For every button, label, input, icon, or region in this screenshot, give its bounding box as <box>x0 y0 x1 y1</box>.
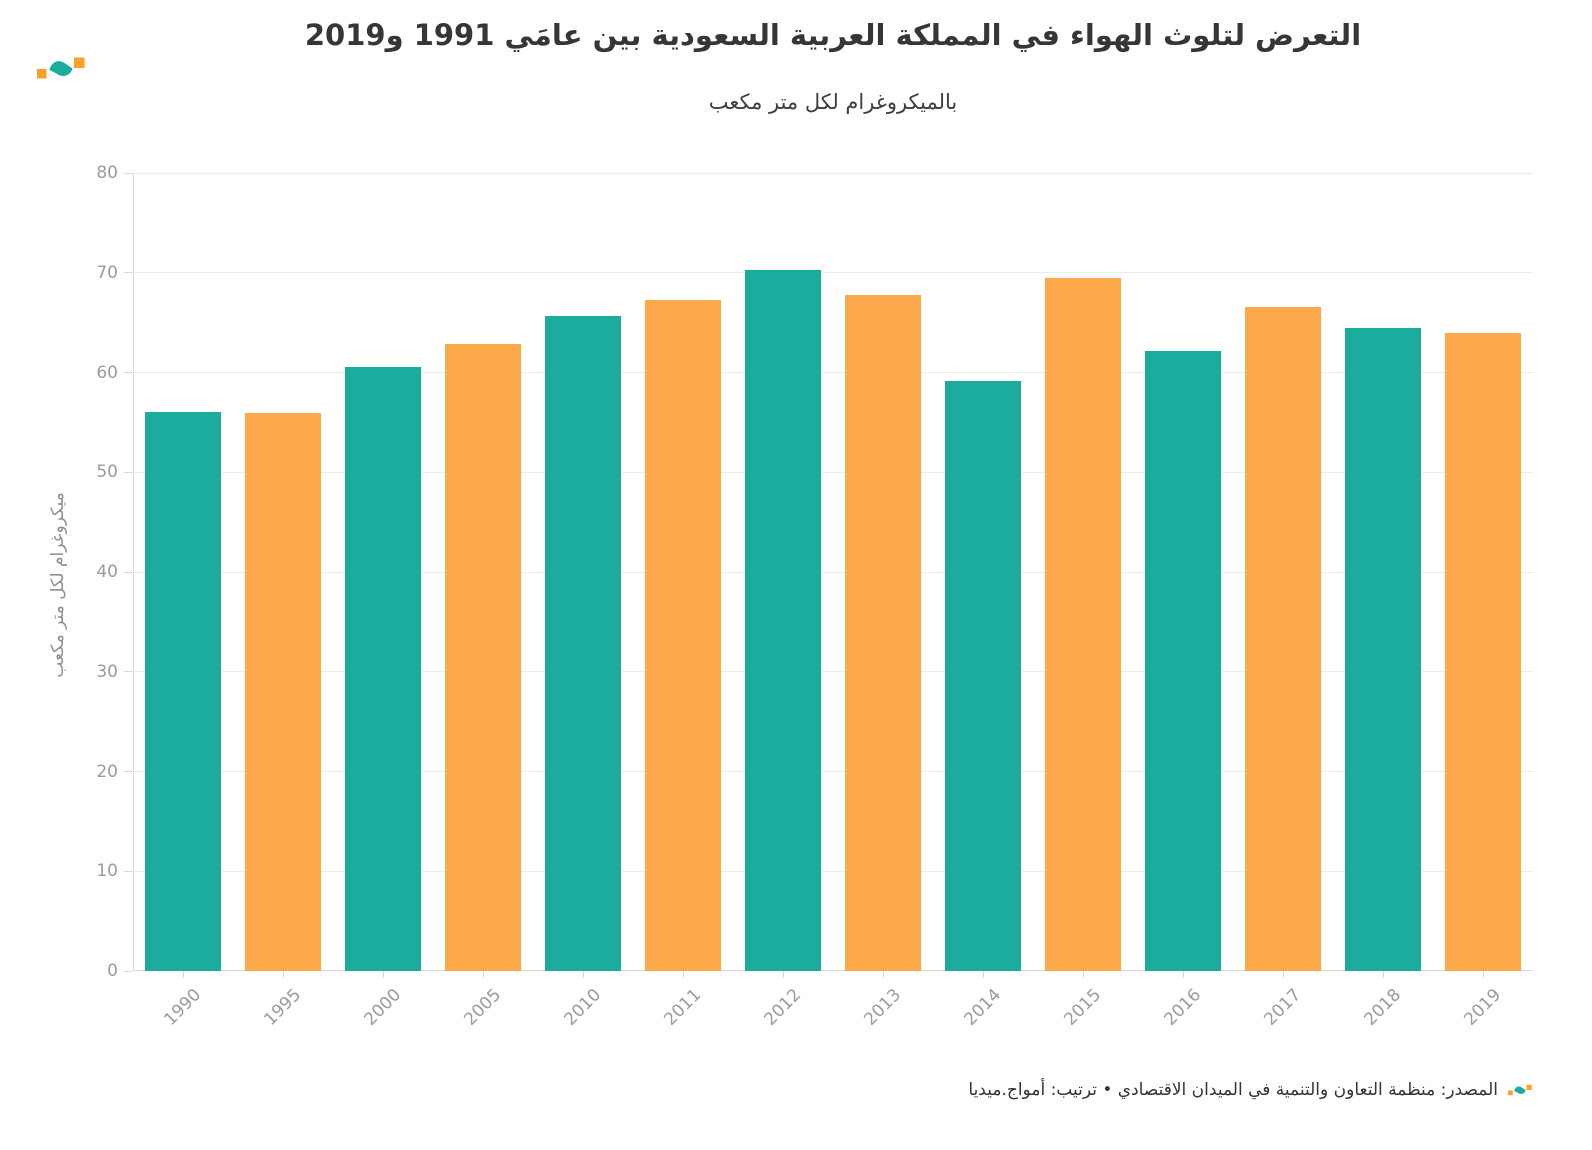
y-tick-label-30: 30 <box>96 661 118 682</box>
gridline-y-20 <box>133 771 1533 772</box>
chart-subtitle: بالميكروغرام لكل متر مكعب <box>708 90 958 114</box>
y-tick-mark <box>124 172 133 174</box>
gridline-y-50 <box>133 471 1533 473</box>
x-tick-label-2012: 2012 <box>760 985 806 1030</box>
y-tick-label-40: 40 <box>96 562 118 582</box>
bar-2012 <box>745 269 821 971</box>
source-line: المصدر: منظمة التعاون والتنمية في الميدا… <box>968 1080 1532 1100</box>
bar-1990 <box>145 412 221 971</box>
bar-2010 <box>545 315 621 971</box>
bar-2016 <box>1145 350 1221 971</box>
y-tick-mark <box>124 372 133 373</box>
y-tick-label-70: 70 <box>96 262 118 283</box>
y-axis-title: ميكروغرام لكل متر مكعب <box>48 492 68 678</box>
bar-2013 <box>845 294 921 971</box>
bar-1995 <box>245 413 321 971</box>
y-tick-label-60: 60 <box>96 362 118 383</box>
x-tick-mark <box>282 971 284 978</box>
gridline-y-60 <box>133 372 1533 373</box>
x-tick-label-2000: 2000 <box>360 985 406 1030</box>
x-tick-mark <box>1382 971 1384 978</box>
x-tick-mark <box>582 971 584 978</box>
x-tick-label-2013: 2013 <box>860 985 906 1030</box>
x-tick-label-2010: 2010 <box>560 985 606 1030</box>
bar-2017 <box>1245 306 1321 971</box>
x-tick-mark <box>182 971 184 978</box>
bar-2011 <box>645 299 721 971</box>
x-tick-mark <box>1082 971 1084 978</box>
brand-logo-icon <box>37 57 85 79</box>
y-tick-mark <box>124 471 133 473</box>
y-tick-mark <box>124 771 133 772</box>
bar-2014 <box>945 381 1021 971</box>
y-tick-label-0: 0 <box>107 961 118 981</box>
footer-brand-logo-icon <box>1508 1084 1532 1096</box>
x-axis-line <box>133 970 1533 971</box>
x-tick-mark <box>882 971 884 978</box>
y-tick-mark <box>124 272 133 274</box>
x-tick-label-2014: 2014 <box>960 985 1006 1030</box>
x-tick-label-2016: 2016 <box>1160 985 1206 1030</box>
y-tick-label-80: 80 <box>96 163 118 183</box>
source-text: المصدر: منظمة التعاون والتنمية في الميدا… <box>968 1080 1498 1100</box>
gridline-y-30 <box>133 671 1533 673</box>
x-tick-mark <box>382 971 384 978</box>
gridline-y-80 <box>133 172 1533 174</box>
x-tick-label-2005: 2005 <box>460 985 506 1030</box>
x-tick-mark <box>982 971 984 978</box>
x-tick-mark <box>482 971 484 978</box>
bar-2015 <box>1045 277 1121 971</box>
y-tick-mark <box>124 571 133 573</box>
x-tick-label-2015: 2015 <box>1060 985 1106 1030</box>
plot-area: 0 10 20 30 40 50 60 70 80 1990 1995 2000 2005 2010 201… <box>96 163 1533 1030</box>
x-tick-mark <box>682 971 684 978</box>
bar-2018 <box>1345 327 1421 971</box>
gridline-y-10 <box>133 870 1533 872</box>
x-tick-mark <box>1282 971 1284 978</box>
y-tick-label-50: 50 <box>96 462 118 483</box>
chart-title: التعرض لتلوث الهواء في المملكة العربية ا… <box>304 18 1362 52</box>
x-tick-label-2018: 2018 <box>1360 985 1406 1030</box>
gridline-y-40 <box>133 571 1533 573</box>
y-tick-mark <box>124 671 133 673</box>
y-tick-label-20: 20 <box>96 761 118 782</box>
x-tick-label-2017: 2017 <box>1260 985 1306 1030</box>
bar-2000 <box>345 366 421 971</box>
y-tick-mark <box>124 970 133 972</box>
bar-2019 <box>1445 332 1521 971</box>
x-tick-label-2011: 2011 <box>660 985 706 1030</box>
x-tick-mark <box>1182 971 1184 978</box>
y-tick-mark <box>124 870 133 872</box>
x-tick-mark <box>1482 971 1484 978</box>
x-tick-label-1995: 1995 <box>260 985 306 1030</box>
x-tick-mark <box>782 971 784 978</box>
y-tick-label-10: 10 <box>96 861 118 882</box>
x-tick-label-1990: 1990 <box>160 985 206 1030</box>
gridline-y-70 <box>133 272 1533 274</box>
x-tick-label-2019: 2019 <box>1460 985 1506 1030</box>
bar-2005 <box>445 343 521 971</box>
